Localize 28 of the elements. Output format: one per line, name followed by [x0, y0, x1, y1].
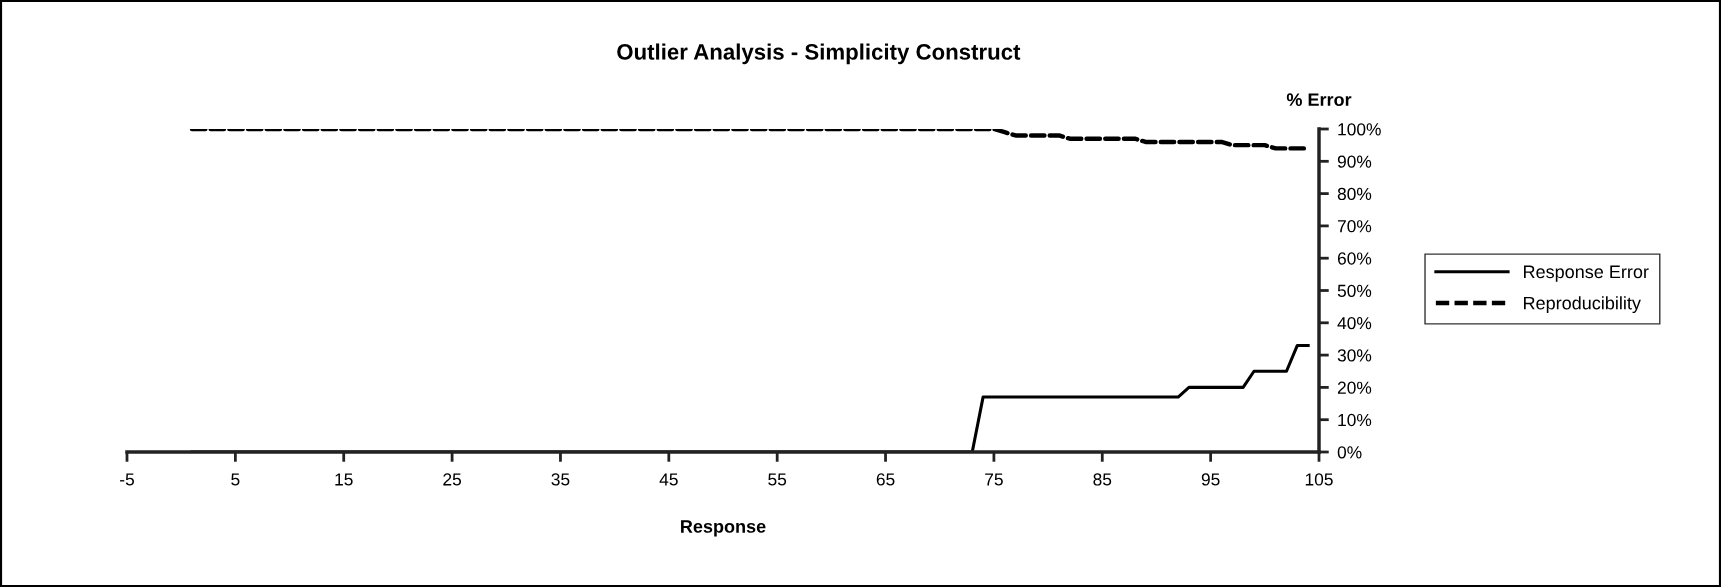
x-tick-label: 5 [231, 473, 240, 486]
y-axis-title: % Error [1286, 93, 1352, 107]
y-tick-label: 80% [1337, 187, 1372, 201]
chart-title: Outlier Analysis - Simplicity Construct [617, 43, 1021, 65]
x-tick-label: 25 [443, 473, 462, 486]
y-tick-label: 50% [1337, 284, 1372, 297]
x-tick-label: 95 [1201, 473, 1220, 486]
x-axis-title: Response [681, 520, 766, 537]
y-tick-label: 90% [1337, 155, 1372, 168]
y-tick-label: 30% [1337, 349, 1372, 362]
x-tick-label: 55 [768, 473, 787, 486]
x-tick-label: 75 [985, 473, 1003, 486]
legend-label: Response Error [1524, 265, 1649, 282]
x-tick-label: 105 [1305, 473, 1333, 486]
x-tick-label: 85 [1093, 473, 1112, 486]
y-tick-label: 20% [1337, 381, 1372, 394]
y-tick-label: 10% [1338, 413, 1372, 427]
x-tick-label: 65 [876, 473, 895, 486]
y-tick-label: 60% [1337, 252, 1372, 265]
y-tick-label: 40% [1337, 316, 1372, 330]
y-tick-label: 70% [1337, 220, 1372, 233]
y-tick-label: 100% [1338, 123, 1381, 136]
x-tick-label: -5 [120, 473, 134, 486]
x-tick-label: 35 [551, 473, 570, 486]
x-tick-label: 45 [659, 473, 678, 486]
y-tick-label: 0% [1337, 446, 1362, 459]
x-tick-label: 15 [335, 473, 353, 486]
legend-label: Reproducibility [1524, 296, 1641, 314]
